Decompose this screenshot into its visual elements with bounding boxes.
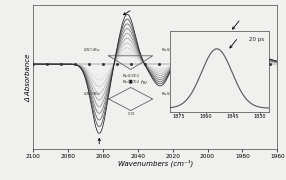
Text: $(OC)_3Ru$: $(OC)_3Ru$ <box>83 90 101 98</box>
Text: 20 ps: 20 ps <box>249 37 264 42</box>
Text: $Ru(CO)_4$: $Ru(CO)_4$ <box>161 46 179 54</box>
Text: $h\nu$: $h\nu$ <box>140 78 148 86</box>
X-axis label: Wavenumbers (cm⁻¹): Wavenumbers (cm⁻¹) <box>118 160 193 167</box>
Text: $(OC)_4Ru$: $(OC)_4Ru$ <box>83 46 101 54</box>
Y-axis label: Δ Absorbance: Δ Absorbance <box>25 53 31 102</box>
Text: $Ru(CO)_4$: $Ru(CO)_4$ <box>122 73 140 80</box>
Text: $Ru(CO)_4$: $Ru(CO)_4$ <box>122 78 140 86</box>
Text: $Ru(CO)_4$: $Ru(CO)_4$ <box>161 90 179 98</box>
Text: $\mathrm{\dot{C}O}$: $\mathrm{\dot{C}O}$ <box>127 109 135 118</box>
